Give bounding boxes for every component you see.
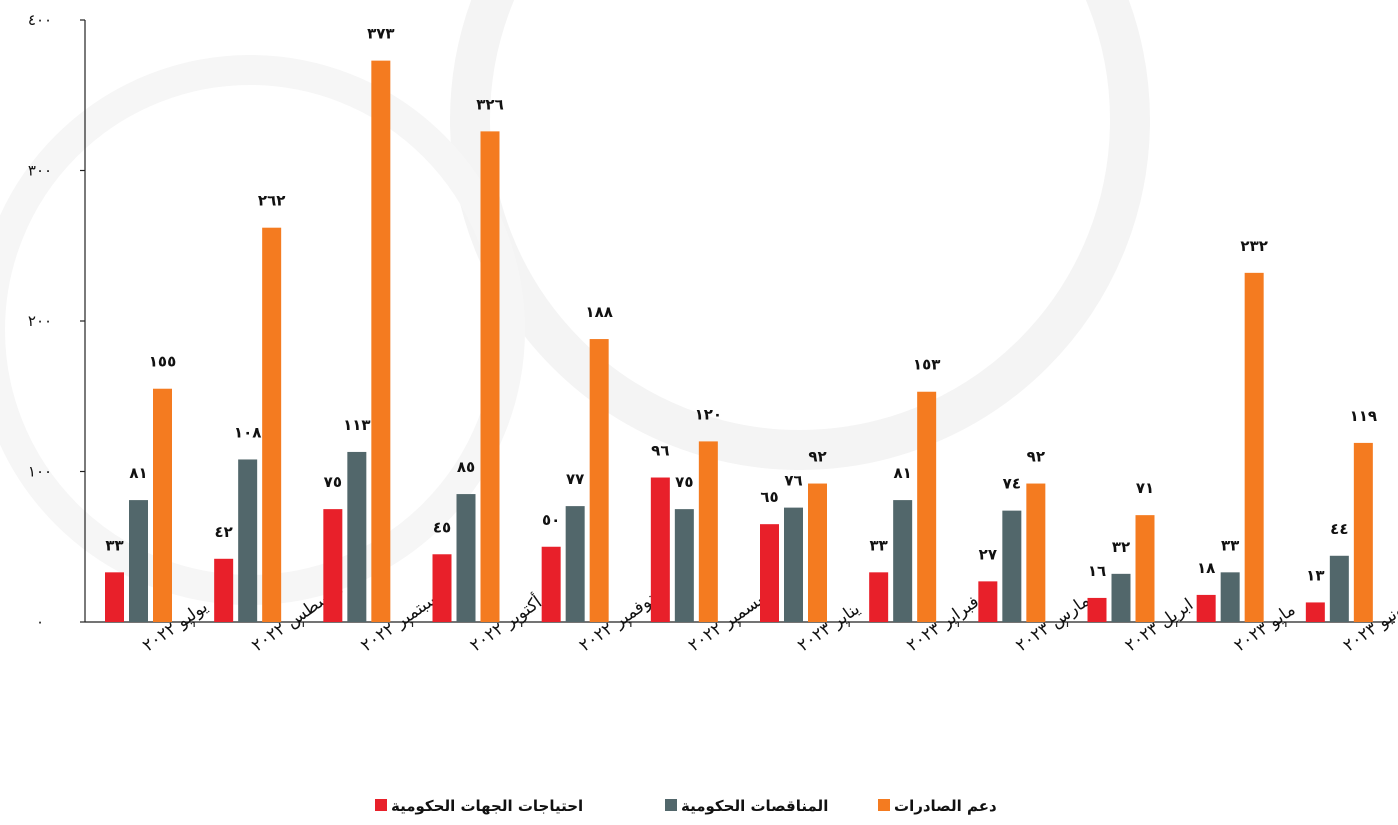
data-label: ٤٤ (1330, 520, 1348, 538)
data-label: ١١٣ (343, 416, 370, 434)
y-tick-label: ٤٠٠ (28, 11, 52, 29)
bar (1002, 510, 1022, 622)
legend-swatch (665, 799, 677, 811)
data-label: ٧٤ (1003, 475, 1021, 493)
data-label: ١٨ (1197, 559, 1215, 577)
data-label: ٢٧ (979, 545, 997, 563)
data-label: ٧٦ (784, 472, 802, 490)
data-label: ٢٣٢ (1240, 237, 1267, 255)
data-label: ١٠٨ (234, 423, 261, 441)
bar (1135, 515, 1155, 622)
data-label: ٨٥ (457, 458, 475, 476)
bar (371, 60, 391, 622)
bar (432, 554, 452, 622)
bar (480, 131, 500, 622)
data-label: ٧٥ (324, 473, 342, 491)
bar (153, 388, 172, 622)
bar (893, 500, 913, 622)
x-tick-label: أكتوبر ٢٠٢٢ (465, 591, 545, 657)
bar (760, 524, 779, 622)
data-label: ٥٠ (542, 511, 560, 529)
bar (869, 572, 889, 622)
y-tick-label: ٢٠٠ (28, 312, 52, 330)
data-label: ٣٣ (105, 536, 123, 554)
legend-label: احتياجات الجهات الحكومية (391, 797, 583, 815)
bar (650, 477, 670, 622)
bar (105, 572, 124, 622)
x-tick-label: يوليو ٢٠٢٢ (139, 597, 212, 656)
bar (456, 494, 476, 622)
data-label: ٣٧٣ (367, 25, 394, 43)
legend-label: دعم الصادرات (894, 797, 997, 815)
data-label: ١٥٣ (913, 356, 940, 374)
bar (1305, 602, 1325, 622)
bar (262, 227, 282, 622)
data-label: ٣٢ (1112, 538, 1130, 556)
data-label: ٣٢٦ (476, 95, 503, 113)
bar (1220, 572, 1240, 622)
y-tick-label: ٣٠٠ (28, 162, 52, 180)
legend-label: المناقصات الحكومية (681, 797, 828, 815)
bar (565, 506, 585, 622)
data-label: ١١٩ (1350, 407, 1377, 425)
x-tick-label: مايو ٢٠٢٣ (1231, 600, 1300, 656)
y-tick-label: ١٠٠ (28, 463, 52, 481)
y-tick-label: ٠ (36, 613, 44, 631)
data-label: ٨١ (894, 464, 912, 482)
bar (238, 459, 258, 622)
bar (917, 391, 937, 622)
data-label: ١٣ (1306, 566, 1324, 584)
data-label: ٣٣ (1221, 536, 1239, 554)
bar (784, 507, 803, 622)
bar (541, 546, 561, 622)
background-decoration (450, 0, 1150, 470)
x-tick-label: نوفمبر ٢٠٢٢ (576, 589, 659, 656)
data-label: ٧٥ (675, 473, 693, 491)
x-tick-label: فبراير ٢٠٢٣ (903, 592, 983, 656)
bar (1329, 555, 1349, 622)
bar (1026, 483, 1046, 622)
bar (978, 581, 998, 622)
data-label: ١٢٠ (695, 405, 722, 423)
data-label: ٧١ (1136, 479, 1154, 497)
legend-swatch (375, 799, 387, 811)
data-label: ١٦ (1088, 562, 1106, 580)
data-label: ١٥٥ (149, 353, 176, 371)
data-label: ٩٢ (1027, 448, 1045, 466)
data-label: ١٨٨ (585, 303, 612, 321)
bar (808, 483, 827, 622)
data-label: ٤٢ (215, 523, 233, 541)
bar (698, 441, 718, 622)
bar (214, 558, 234, 622)
bar (589, 339, 609, 622)
bar (323, 509, 343, 622)
data-label: ٨١ (129, 464, 147, 482)
data-label: ٤٥ (433, 518, 451, 536)
data-label: ٧٧ (566, 470, 584, 488)
x-tick-label: يناير ٢٠٢٣ (794, 599, 864, 656)
data-label: ٩٢ (808, 448, 826, 466)
bar (347, 451, 367, 622)
bar (1196, 594, 1216, 622)
bar (129, 500, 148, 622)
x-tick-label: ديسمبر ٢٠٢٢ (685, 586, 773, 656)
data-label: ٣٣ (870, 536, 888, 554)
bar (1244, 272, 1264, 622)
bar (1087, 597, 1107, 622)
bar (1111, 573, 1131, 622)
x-tick-label: مارس ٢٠٢٣ (1012, 591, 1093, 656)
x-tick-label: ابريل ٢٠٢٣ (1121, 595, 1197, 656)
data-label: ٦٥ (760, 488, 778, 506)
legend-swatch (878, 799, 890, 811)
bar (674, 509, 694, 622)
data-label: ٩٦ (651, 442, 669, 460)
data-label: ٢٦٢ (258, 192, 285, 210)
bar (1353, 442, 1373, 622)
